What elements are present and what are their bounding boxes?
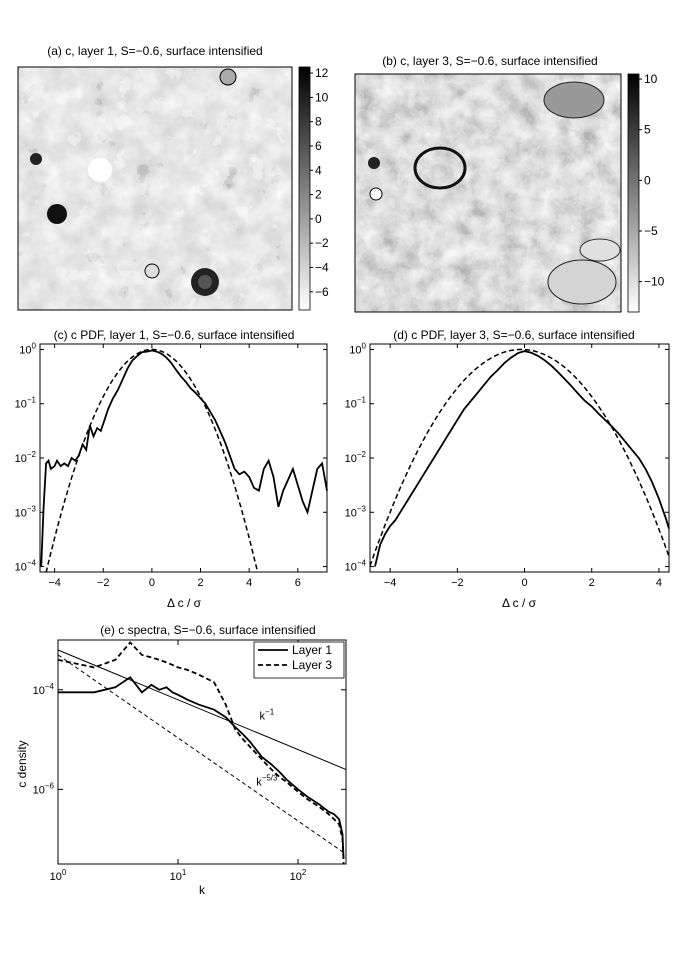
panel-b-colorbar-ticks: 10 5 0 −5 −10 (639, 72, 665, 289)
y-tick-label: 100 (349, 341, 366, 356)
x-tick-label: 102 (290, 868, 307, 883)
y-tick-label: 10−1 (345, 396, 367, 411)
panel-e-ylabel: c density (15, 740, 29, 787)
y-tick-label: 10−4 (33, 682, 55, 697)
colorbar-tick-label: 0 (315, 212, 322, 226)
panel-a-eddies (30, 68, 237, 296)
panel-a-title: (a) c, layer 1, S=−0.6, surface intensif… (47, 44, 262, 58)
legend-box (253, 641, 345, 679)
colorbar-tick-label: −6 (315, 285, 329, 299)
panel-c-title: (c) c PDF, layer 1, S=−0.6, surface inte… (54, 328, 295, 342)
panel-e-title: (e) c spectra, S=−0.6, surface intensifi… (100, 623, 315, 637)
colorbar-tick-label: −2 (315, 236, 329, 250)
legend-label: Layer 3 (292, 658, 332, 672)
eddy (547, 259, 617, 305)
eddy (368, 157, 380, 169)
x-tick-label: 6 (295, 577, 301, 589)
y-tick-label: 10−1 (15, 396, 37, 411)
colorbar-tick-label: 10 (644, 72, 658, 86)
panel-c-frame (39, 343, 328, 573)
x-tick-label: 0 (149, 577, 155, 589)
slope-annotation: k−5/3 (256, 773, 278, 788)
colorbar-tick-label: 8 (315, 115, 322, 129)
eddy (413, 146, 467, 190)
spectrum-line (57, 641, 345, 865)
panel-d-frame (369, 343, 670, 573)
reference-line (57, 654, 347, 855)
eddy (198, 275, 212, 289)
colorbar-tick-label: 10 (315, 90, 329, 104)
panel-d-xlabel: Δ c / σ (502, 596, 537, 610)
panel-e-xlabel: k (199, 883, 206, 897)
y-tick-label: 10−3 (345, 504, 367, 519)
colorbar-tick-label: 5 (644, 123, 651, 137)
panel-e: (e) c spectra, S=−0.6, surface intensifi… (15, 623, 347, 897)
eddy (579, 238, 621, 262)
eddy (219, 68, 237, 86)
eddy (543, 81, 605, 119)
y-tick-label: 10−4 (15, 559, 37, 574)
colorbar-tick-label: 4 (315, 163, 322, 177)
x-tick-label: −2 (97, 577, 110, 589)
panel-a-colorbar-ticks: 12 10 8 6 4 2 0 −2 −4 −6 (310, 66, 329, 299)
x-tick-label: 100 (50, 868, 67, 883)
panel-b-frame (354, 73, 622, 313)
colorbar-tick-label: −10 (644, 275, 665, 289)
panel-b: (b) c, layer 3, S=−0.6, surface intensif… (354, 54, 665, 313)
eddy (47, 204, 67, 224)
y-tick-label: 10−4 (345, 559, 367, 574)
panel-a-frame (17, 66, 293, 311)
pdf-line (40, 349, 328, 567)
gaussian-fit-line (369, 348, 670, 567)
colorbar-tick-label: −5 (644, 224, 658, 238)
x-tick-label: 2 (197, 577, 203, 589)
panel-c: (c) c PDF, layer 1, S=−0.6, surface inte… (15, 328, 328, 610)
y-tick-label: 10−6 (33, 781, 55, 796)
panel-c-xlabel: Δ c / σ (167, 596, 202, 610)
slope-annotation: k−1 (260, 708, 275, 723)
y-tick-label: 10−2 (15, 450, 37, 465)
colorbar-tick-label: 0 (644, 173, 651, 187)
x-tick-label: −4 (384, 577, 397, 589)
eddy (369, 187, 383, 201)
x-tick-label: 0 (521, 577, 527, 589)
panel-b-title: (b) c, layer 3, S=−0.6, surface intensif… (382, 54, 597, 68)
legend-label: Layer 1 (292, 643, 332, 657)
panel-d-title: (d) c PDF, layer 3, S=−0.6, surface inte… (393, 328, 634, 342)
eddy (88, 158, 112, 182)
y-tick-label: 100 (19, 341, 36, 356)
panel-d: (d) c PDF, layer 3, S=−0.6, surface inte… (345, 328, 670, 610)
reference-line (57, 649, 346, 770)
x-tick-label: −4 (48, 577, 61, 589)
gaussian-fit-line (45, 348, 259, 573)
x-tick-label: 101 (170, 868, 187, 883)
pdf-line (374, 350, 670, 567)
x-tick-label: 2 (589, 577, 595, 589)
colorbar-tick-label: 12 (315, 66, 329, 80)
y-tick-label: 10−2 (345, 450, 367, 465)
colorbar-tick-label: 6 (315, 139, 322, 153)
colorbar-tick-label: 2 (315, 188, 322, 202)
panel-a: (a) c, layer 1, S=−0.6, surface intensif… (17, 44, 329, 311)
y-tick-label: 10−3 (15, 504, 37, 519)
panel-b-colorbar (627, 73, 640, 313)
eddy (30, 153, 42, 165)
eddy (144, 263, 160, 279)
colorbar-tick-label: −4 (315, 260, 329, 274)
x-tick-label: −2 (451, 577, 464, 589)
panel-c-plot: −4 −2 0 2 4 6 100 10−1 10−2 10−3 10−4 (15, 341, 328, 589)
panel-a-colorbar (298, 66, 311, 311)
panel-d-plot: −4 −2 0 2 4 100 10−1 10−2 10−3 10−4 (345, 341, 670, 589)
panel-b-eddies (368, 81, 621, 305)
x-tick-label: 4 (656, 577, 662, 589)
x-tick-label: 4 (246, 577, 252, 589)
